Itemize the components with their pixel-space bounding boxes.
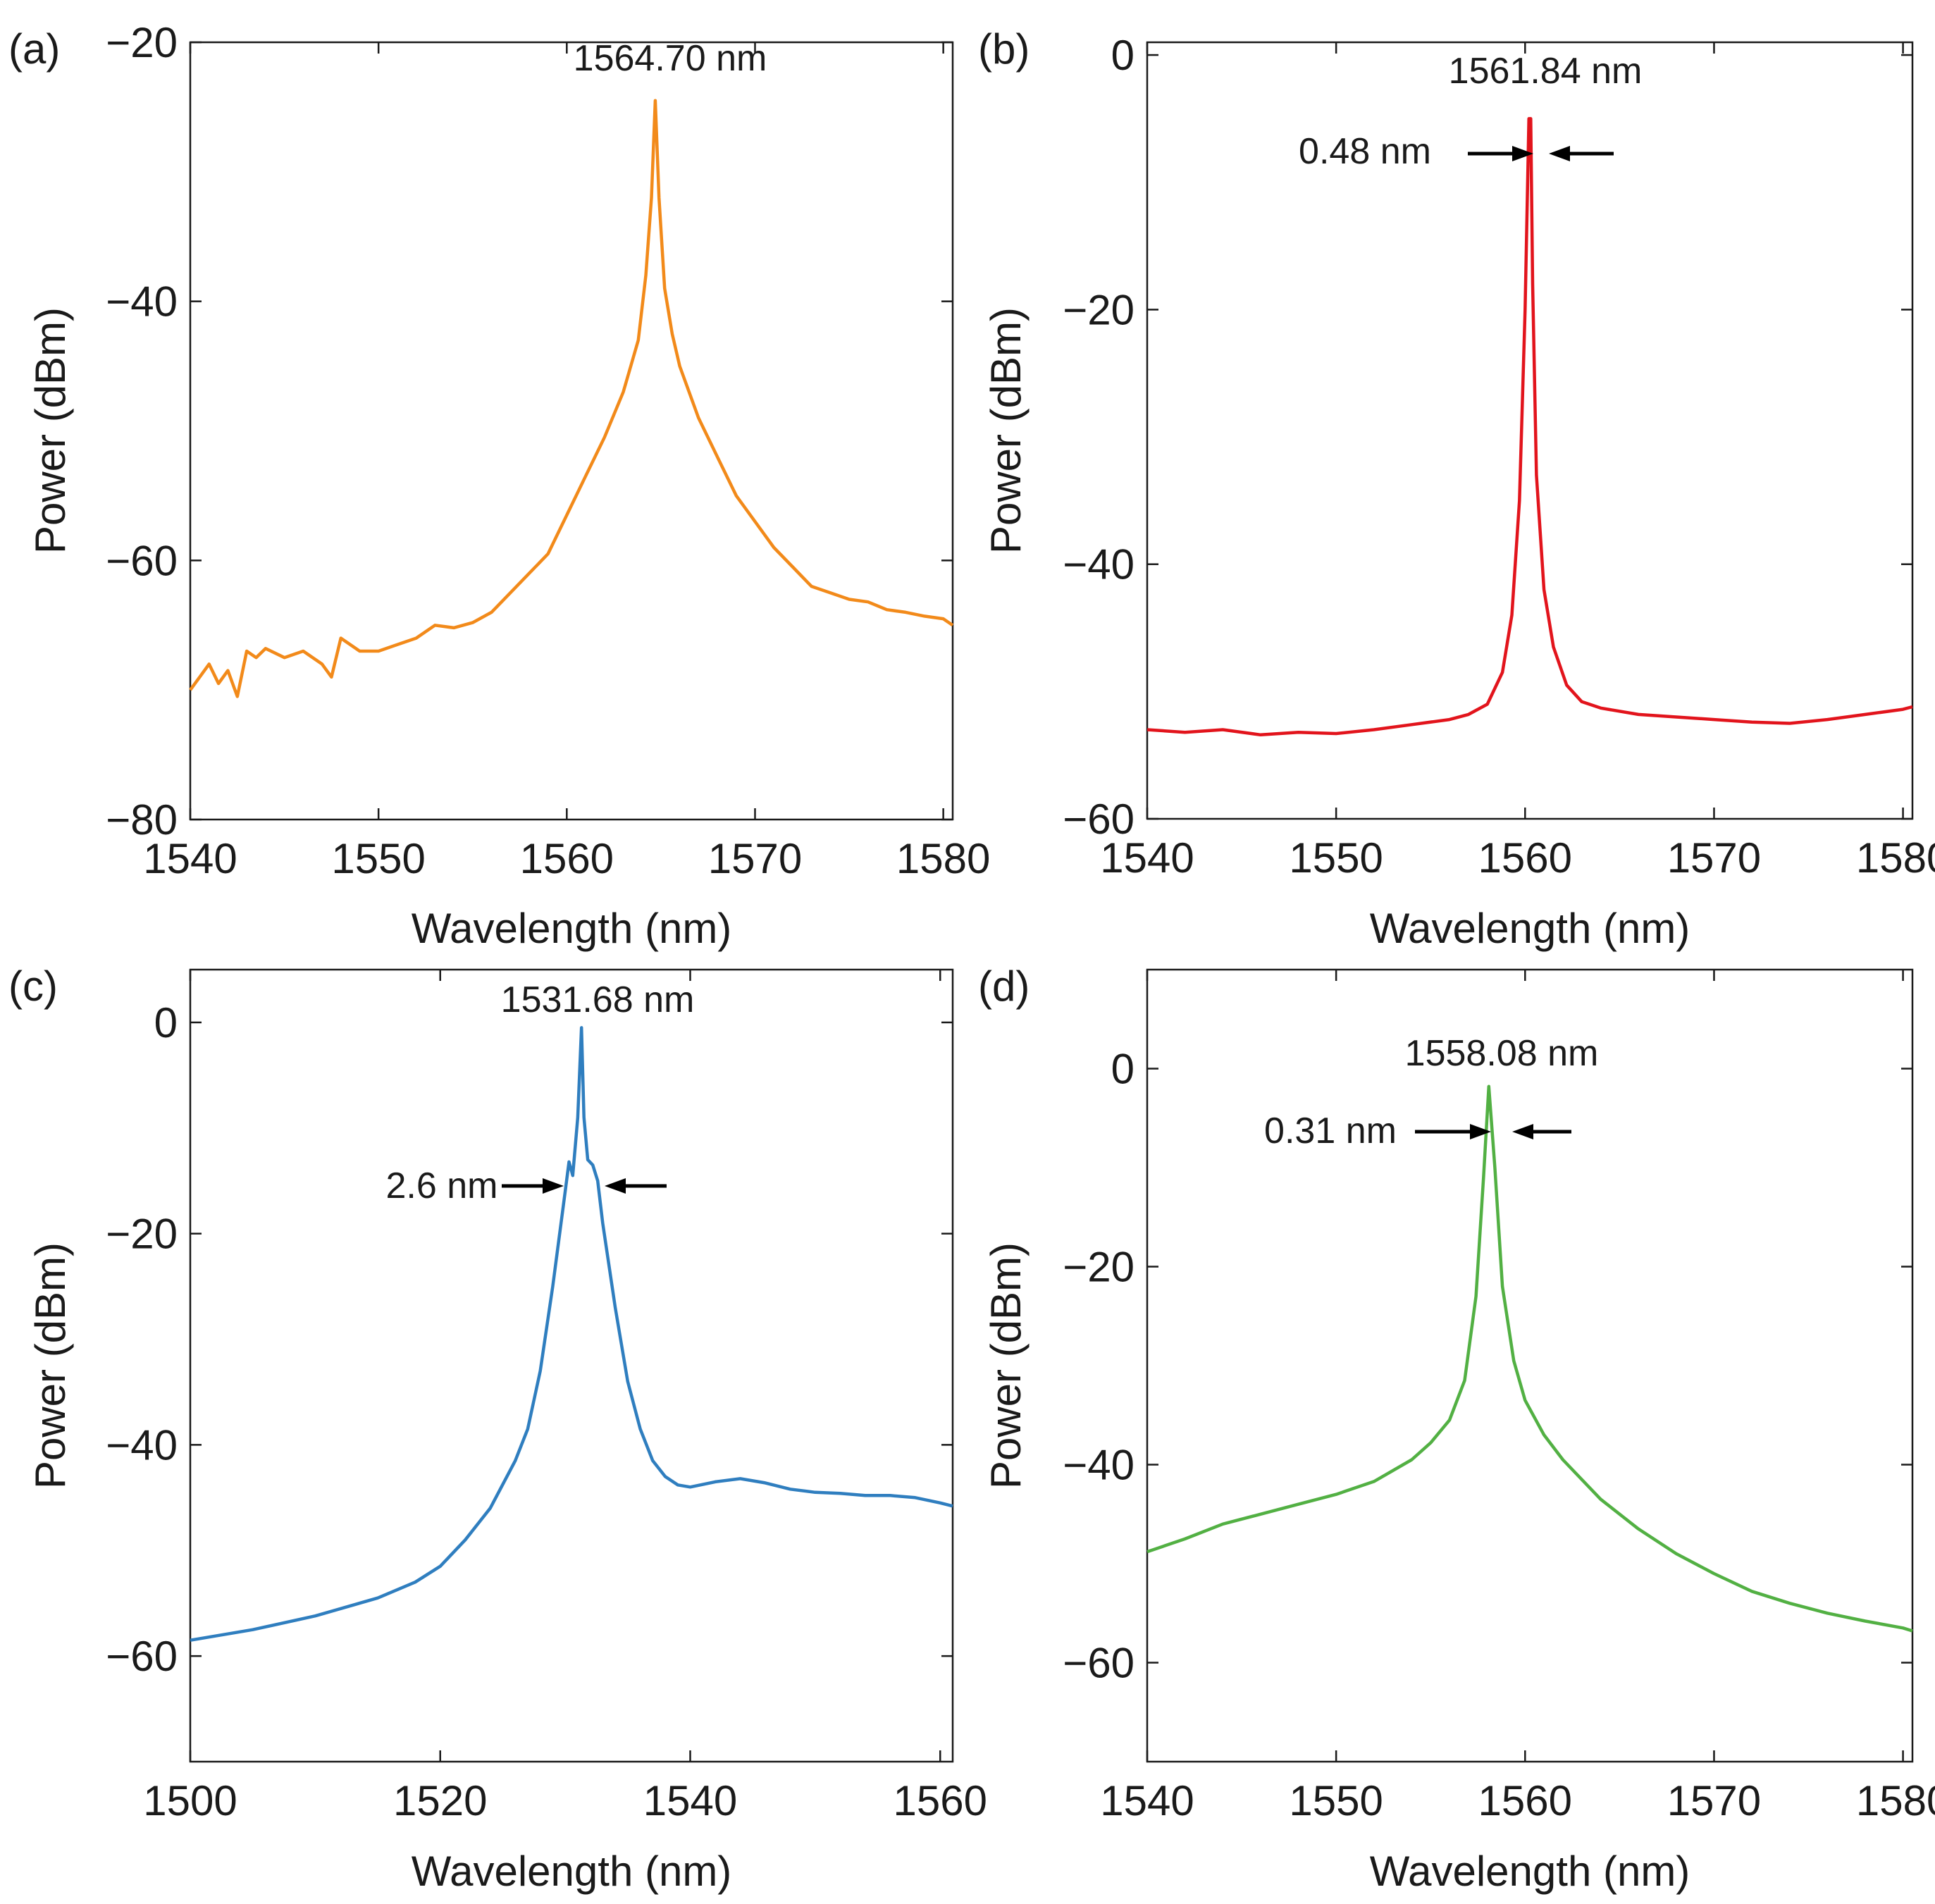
plot-frame-c [189, 968, 954, 1763]
y-axis-title-d: Power (dBm) [982, 1242, 1030, 1489]
plot-frame-a [189, 41, 954, 821]
y-ticks-d: −60 −40 −20 0 [1063, 1046, 1912, 1687]
y-tick-label-c: −40 [106, 1421, 178, 1469]
y-tick-label-b: −40 [1063, 541, 1135, 588]
x-tick-label-a: 1540 [143, 835, 237, 882]
y-tick-label-d: −40 [1063, 1442, 1135, 1489]
linewidth-arrowhead-left-d [1470, 1124, 1491, 1139]
x-tick-label-d: 1580 [1856, 1777, 1935, 1824]
linewidth-label-b: 0.48 nm [1299, 131, 1431, 172]
y-tick-label-b: 0 [1111, 32, 1135, 79]
panel-label-a: (a) [8, 25, 60, 73]
panel-label-d: (d) [978, 963, 1030, 1010]
y-tick-label-d: −20 [1063, 1244, 1135, 1291]
x-tick-label-c: 1560 [894, 1777, 987, 1824]
linewidth-arrowhead-left-b [1512, 146, 1533, 161]
x-tick-label-d: 1570 [1667, 1777, 1761, 1824]
linewidth-label-d: 0.31 nm [1264, 1111, 1397, 1151]
x-ticks-d: 1540 1550 1560 1570 1580 [1100, 970, 1935, 1824]
x-axis-title-d: Wavelength (nm) [1370, 1848, 1690, 1895]
x-tick-label-a: 1560 [520, 835, 614, 882]
y-ticks-c: −60 −40 −20 0 [106, 999, 953, 1680]
x-tick-label-c: 1520 [393, 1777, 487, 1824]
y-tick-label-a: −80 [106, 796, 178, 843]
peak-wavelength-label-b: 1561.84 nm [1449, 51, 1643, 92]
y-axis-title-a: Power (dBm) [27, 307, 74, 554]
spectrum-line-c [190, 1026, 953, 1642]
peak-wavelength-label-a: 1564.70 nm [574, 38, 767, 79]
x-tick-label-d: 1550 [1289, 1777, 1383, 1824]
y-tick-label-c: 0 [154, 999, 178, 1046]
linewidth-arrowhead-right-d [1512, 1124, 1533, 1139]
y-tick-label-d: 0 [1111, 1046, 1135, 1093]
x-tick-label-b: 1560 [1478, 834, 1572, 882]
x-tick-label-b: 1570 [1667, 834, 1761, 882]
y-tick-label-b: −20 [1063, 286, 1135, 333]
y-tick-label-b: −60 [1063, 796, 1135, 843]
linewidth-label-c: 2.6 nm [386, 1166, 498, 1206]
peak-wavelength-label-d: 1558.08 nm [1405, 1033, 1599, 1074]
y-tick-label-a: −60 [106, 537, 178, 584]
panel-b: −60 −40 −20 0 1540 1550 1560 1570 1580 (b) Wave… [978, 25, 1935, 952]
x-tick-label-b: 1540 [1100, 834, 1194, 882]
panel-a: −80 −60 −40 −20 1540 1550 1560 1570 1580 (a) Wa… [8, 19, 990, 952]
y-ticks-b: −60 −40 −20 0 [1063, 32, 1912, 843]
y-tick-label-c: −60 [106, 1633, 178, 1680]
x-axis-title-c: Wavelength (nm) [412, 1848, 732, 1895]
y-tick-label-a: −20 [106, 19, 178, 66]
linewidth-arrowhead-left-c [543, 1178, 564, 1194]
linewidth-arrowhead-right-b [1549, 146, 1570, 161]
x-tick-label-b: 1580 [1856, 834, 1935, 882]
y-axis-title-b: Power (dBm) [982, 307, 1030, 554]
linewidth-arrowhead-right-c [605, 1178, 626, 1194]
plot-frame-d [1146, 968, 1914, 1763]
x-axis-title-b: Wavelength (nm) [1370, 905, 1690, 952]
plot-frame-b [1146, 41, 1914, 820]
y-ticks-a: −80 −60 −40 −20 [106, 19, 953, 843]
spectrum-line-b [1146, 117, 1913, 737]
x-tick-label-c: 1500 [143, 1777, 237, 1824]
spectrum-line-d [1146, 1084, 1913, 1633]
y-tick-label-c: −20 [106, 1211, 178, 1258]
x-tick-label-a: 1550 [331, 835, 425, 882]
x-tick-label-d: 1540 [1100, 1777, 1194, 1824]
spectrum-line-a [189, 99, 954, 698]
x-axis-title-a: Wavelength (nm) [412, 905, 732, 952]
x-tick-label-b: 1550 [1289, 834, 1383, 882]
panel-d: −60 −40 −20 0 1540 1550 1560 1570 1580 (d) Wave… [978, 963, 1935, 1895]
x-tick-label-d: 1560 [1478, 1777, 1572, 1824]
x-tick-label-a: 1580 [896, 835, 990, 882]
x-tick-label-a: 1570 [708, 835, 802, 882]
panel-label-b: (b) [978, 25, 1030, 73]
x-ticks-b: 1540 1550 1560 1570 1580 [1100, 42, 1935, 882]
y-axis-title-c: Power (dBm) [27, 1242, 74, 1489]
y-tick-label-a: −40 [106, 278, 178, 326]
x-ticks-c: 1500 1520 1540 1560 [143, 970, 987, 1824]
panel-c: −60 −40 −20 0 1500 1520 1540 1560 (c) Waveleng… [8, 963, 987, 1895]
x-tick-label-c: 1540 [643, 1777, 737, 1824]
x-ticks-a: 1540 1550 1560 1570 1580 [143, 42, 990, 882]
peak-wavelength-label-c: 1531.68 nm [501, 979, 695, 1020]
y-tick-label-d: −60 [1063, 1640, 1135, 1687]
panel-label-c: (c) [8, 963, 58, 1010]
